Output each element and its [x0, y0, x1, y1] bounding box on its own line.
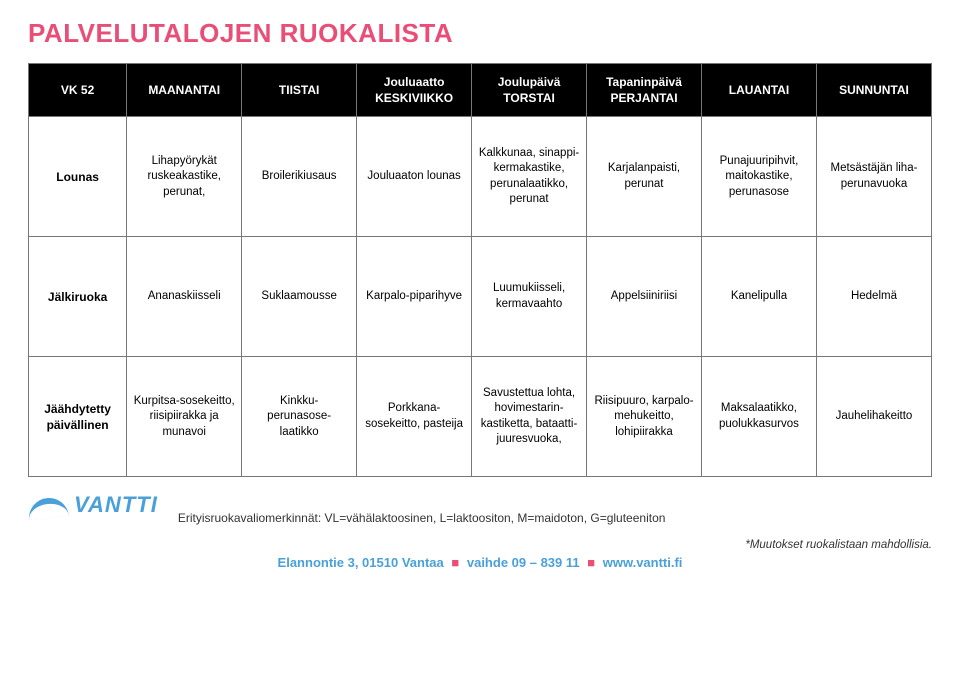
cell: Kinkku-perunasose-laatikko — [242, 357, 357, 477]
cell: Ananaskiisseli — [127, 237, 242, 357]
cell: Metsästäjän liha-perunavuoka — [816, 117, 931, 237]
header-sat: LAUANTAI — [701, 64, 816, 117]
header-week: VK 52 — [29, 64, 127, 117]
table-row: Lounas Lihapyörykät ruskeakastike, perun… — [29, 117, 932, 237]
header-thu: JoulupäiväTORSTAI — [472, 64, 587, 117]
cell: Suklaamousse — [242, 237, 357, 357]
cell: Porkkana-sosekeitto, pasteija — [357, 357, 472, 477]
cell: Karjalanpaisti, perunat — [587, 117, 702, 237]
cell: Luumukiisseli, kermavaahto — [472, 237, 587, 357]
contact-phone: vaihde 09 – 839 11 — [467, 555, 580, 570]
menu-table: VK 52 MAANANTAI TIISTAI JouluaattoKESKIV… — [28, 63, 932, 477]
row-label-lounas: Lounas — [29, 117, 127, 237]
header-wed: JouluaattoKESKIVIIKKO — [357, 64, 472, 117]
footer-contact: Elannontie 3, 01510 Vantaa ■ vaihde 09 –… — [28, 555, 932, 570]
cell: Savustettua lohta, hovimestarin-kastiket… — [472, 357, 587, 477]
row-label-paivallinen: Jäähdytetty päivällinen — [29, 357, 127, 477]
vantti-logo: VANTTI — [28, 492, 158, 518]
header-fri: TapaninpäiväPERJANTAI — [587, 64, 702, 117]
cell: Hedelmä — [816, 237, 931, 357]
cell: Broilerikiusaus — [242, 117, 357, 237]
cell: Lihapyörykät ruskeakastike, perunat, — [127, 117, 242, 237]
row-label-jalkiruoka: Jälkiruoka — [29, 237, 127, 357]
cell: Kurpitsa-sosekeitto, riisipiirakka ja mu… — [127, 357, 242, 477]
header-sun: SUNNUNTAI — [816, 64, 931, 117]
cell: Maksalaatikko, puolukkasurvos — [701, 357, 816, 477]
cell: Karpalo-piparihyve — [357, 237, 472, 357]
separator-icon: ■ — [583, 555, 599, 570]
table-row: Jälkiruoka Ananaskiisseli Suklaamousse K… — [29, 237, 932, 357]
cell: Punajuuripihvit, maitokastike, perunasos… — [701, 117, 816, 237]
cell: Jauhelihakeitto — [816, 357, 931, 477]
table-row: Jäähdytetty päivällinen Kurpitsa-sosekei… — [29, 357, 932, 477]
cell: Kanelipulla — [701, 237, 816, 357]
change-note: *Muutokset ruokalistaan mahdollisia. — [28, 539, 932, 551]
cell: Riisipuuro, karpalo-mehukeitto, lohipiir… — [587, 357, 702, 477]
contact-address: Elannontie 3, 01510 Vantaa — [278, 555, 444, 570]
logo-swoosh-icon — [28, 494, 68, 516]
page-title: PALVELUTALOJEN RUOKALISTA — [28, 18, 932, 49]
separator-icon: ■ — [447, 555, 463, 570]
diet-legend: Erityisruokavaliomerkinnät: VL=vähälakto… — [178, 511, 666, 525]
contact-url: www.vantti.fi — [603, 555, 683, 570]
header-tue: TIISTAI — [242, 64, 357, 117]
table-header-row: VK 52 MAANANTAI TIISTAI JouluaattoKESKIV… — [29, 64, 932, 117]
logo-text: VANTTI — [74, 492, 158, 518]
cell: Jouluaaton lounas — [357, 117, 472, 237]
cell: Kalkkunaa, sinappi-kermakastike, perunal… — [472, 117, 587, 237]
cell: Appelsiiniriisi — [587, 237, 702, 357]
header-mon: MAANANTAI — [127, 64, 242, 117]
